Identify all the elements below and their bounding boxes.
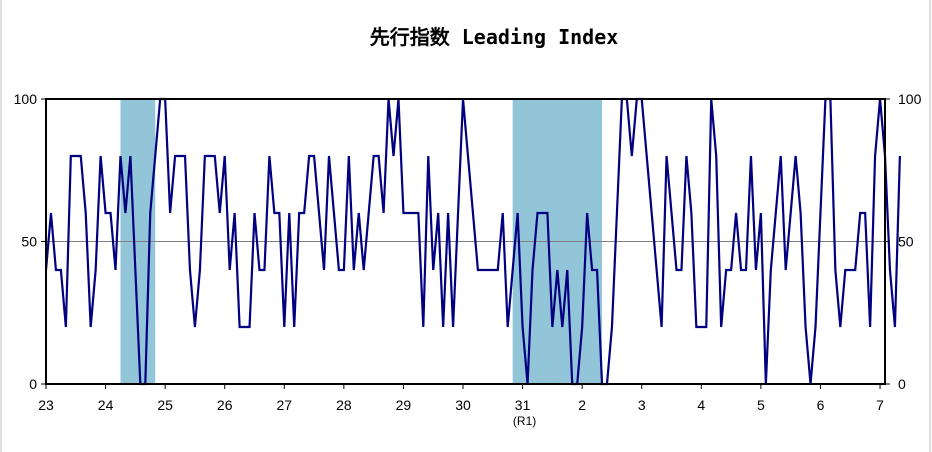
series-line-leading-index xyxy=(44,97,901,386)
x-tick-label: 28 xyxy=(336,397,352,413)
x-tick-label: 5 xyxy=(757,397,765,413)
x-tick-label: 31 xyxy=(515,397,531,413)
y-tick-label-right: 0 xyxy=(898,376,906,392)
x-axis: 23 24 25 26 27 28 29 30 31(R1)2 3 4 5 6 7 xyxy=(38,384,884,428)
x-tick-label: 24 xyxy=(98,397,114,413)
x-tick-label: 25 xyxy=(157,397,173,413)
x-tick-label: 26 xyxy=(217,397,233,413)
x-tick-label: 27 xyxy=(277,397,293,413)
x-tick-sublabel: (R1) xyxy=(513,414,536,428)
y-tick-label-left: 50 xyxy=(21,234,37,250)
x-tick-label: 23 xyxy=(38,397,54,413)
y-tick-label-left: 100 xyxy=(14,91,38,107)
y-axis: 0 0 50 50 100 100 xyxy=(14,91,922,392)
x-tick-label: 3 xyxy=(638,397,646,413)
y-tick-label-left: 0 xyxy=(29,376,37,392)
x-tick-label: 7 xyxy=(876,397,884,413)
x-tick-label: 2 xyxy=(578,397,586,413)
y-tick-label-right: 100 xyxy=(898,91,922,107)
x-tick-label: 30 xyxy=(455,397,471,413)
chart-title: 先行指数 Leading Index xyxy=(370,25,619,49)
x-tick-label: 4 xyxy=(697,397,705,413)
y-tick-label-right: 50 xyxy=(898,234,914,250)
x-tick-label: 29 xyxy=(396,397,412,413)
x-tick-label: 6 xyxy=(817,397,825,413)
